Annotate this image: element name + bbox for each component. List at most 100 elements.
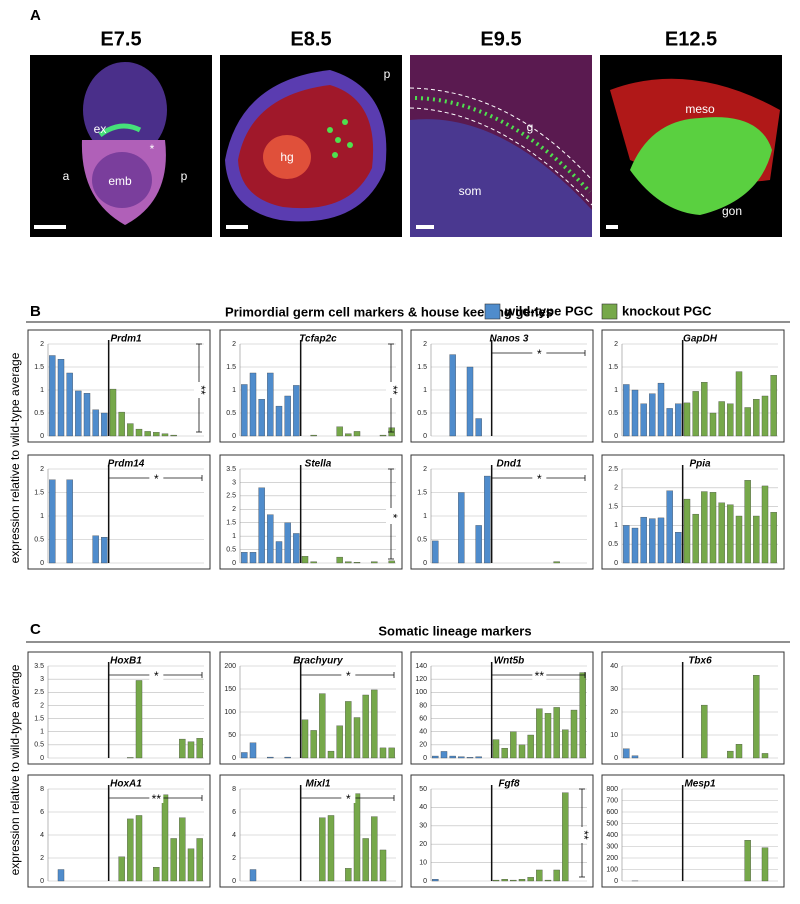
bar [744,840,751,882]
significance-bg [532,473,547,483]
chart: 0 0.5 1 1.5 2 Prdm1 ** [27,329,211,443]
bar [501,747,508,759]
y-tick-label: 300 [606,843,618,850]
panel-title: Primordial germ cell markers & house kee… [225,304,553,319]
y-tick-label: 20 [610,709,618,716]
bar [101,412,108,437]
y-tick-label: 50 [419,786,427,793]
bar [649,518,656,564]
chart-title: Stella [305,459,332,470]
bar [770,512,777,564]
bar [761,485,769,564]
y-tick-label: 1.5 [608,503,618,510]
bar [327,815,335,882]
bar [527,734,534,759]
y-tick-label: 0 [232,755,236,762]
bar [735,371,743,437]
chart: 0 100 200 300 400 500 600 700 800 Mesp1 [601,774,785,888]
bar [449,755,456,759]
bar [701,704,708,759]
bar [735,744,743,759]
y-tick-label: 3.5 [34,663,44,670]
y-tick-label: 0 [40,433,44,440]
y-tick-label: 3 [40,676,44,683]
bar [135,428,143,437]
y-tick-label: 150 [224,686,236,693]
bar [284,395,291,437]
y-tick-label: 0 [232,878,236,885]
y-tick-label: 2.5 [226,493,236,500]
chart-title: Mesp1 [684,779,716,790]
bar [388,560,395,564]
bar [544,713,552,759]
y-tick-label: 2 [40,855,44,862]
bar [310,561,317,564]
chart-frame [410,329,594,443]
bar [267,756,274,759]
significance-label: ** [386,385,400,395]
bar [127,818,134,882]
bar [570,709,578,759]
y-tick-label: 1 [614,522,618,529]
bar [118,856,125,882]
chart: 0 0.5 1 1.5 2 Nanos 3 * [410,329,594,443]
y-tick-label: 120 [415,676,427,683]
bar [135,815,143,882]
bar [170,838,177,882]
annotation: gon [722,204,742,218]
y-tick-label: 1.5 [34,715,44,722]
bar [692,513,699,564]
bar [753,675,760,759]
bar [657,517,665,564]
bar [761,847,769,882]
significance-label: * [346,792,351,806]
chart-title: GapDH [683,334,718,345]
bar [49,479,56,564]
bar [553,869,560,882]
y-tick-label: 2 [614,485,618,492]
bar [345,701,352,759]
bar [275,405,283,437]
y-tick-label: 100 [415,689,427,696]
y-tick-label: 100 [606,866,618,873]
legend-label: wild-type PGC [504,303,594,318]
bar [249,742,257,759]
bar [727,403,734,437]
bar [75,390,82,437]
bar [353,431,361,437]
y-tick-label: 6 [40,809,44,816]
bar [258,487,265,564]
y-tick-label: 2 [232,506,236,513]
significance-label: * [154,669,159,683]
bar [709,412,717,437]
bar [701,491,708,564]
significance-bg [341,670,356,680]
significance-label: ** [152,792,162,806]
y-tick-label: 500 [606,820,618,827]
y-tick-label: 40 [419,804,427,811]
chart: 0 0.5 1 1.5 2 GapDH [601,329,785,443]
bar [92,535,99,564]
significance-bg [341,793,356,803]
bar [518,744,526,759]
y-axis-label: expression relative to wild-type average [8,352,22,563]
y-tick-label: 0 [232,433,236,440]
bar [258,399,265,437]
bar [196,738,203,759]
y-tick-label: 1 [423,387,427,394]
bar [353,562,361,564]
y-tick-label: 2 [614,341,618,348]
chart-title: Mixl1 [305,779,330,790]
y-tick-label: 8 [232,786,236,793]
bar [83,393,91,437]
y-tick-label: 60 [419,715,427,722]
significance-bg [532,670,547,680]
y-tick-label: 0 [40,560,44,567]
y-tick-label: 8 [40,786,44,793]
bar [761,753,769,759]
bar [310,730,317,759]
significance-bg [149,473,164,483]
y-tick-label: 0 [232,560,236,567]
bar [345,561,352,564]
